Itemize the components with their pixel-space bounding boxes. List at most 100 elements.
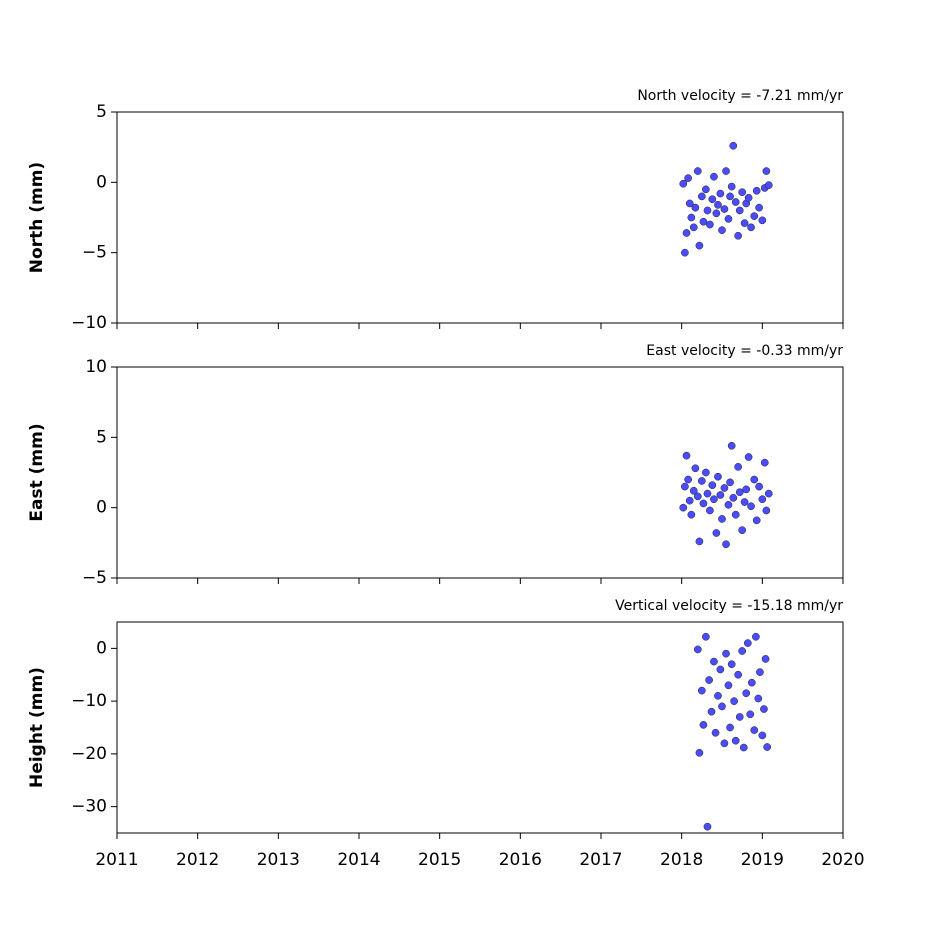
y-tick-label: −5 xyxy=(82,568,107,588)
data-point xyxy=(752,516,761,525)
data-point xyxy=(742,689,751,698)
data-point xyxy=(764,181,773,189)
data-point xyxy=(718,226,726,235)
x-tick-label: 2018 xyxy=(660,850,703,870)
y-tick-label: 5 xyxy=(96,102,107,122)
data-point xyxy=(708,481,717,490)
data-point xyxy=(724,681,733,690)
data-point xyxy=(752,186,761,195)
panel-title: Vertical velocity = -15.18 mm/yr xyxy=(615,598,843,614)
data-point xyxy=(734,463,742,471)
data-point xyxy=(697,477,706,485)
data-point xyxy=(703,822,712,831)
x-tick-label: 2015 xyxy=(418,850,461,870)
data-point xyxy=(716,189,725,198)
data-point xyxy=(731,736,740,745)
y-axis-label: East (mm) xyxy=(27,423,47,521)
x-tick-label: 2016 xyxy=(499,850,542,870)
data-point xyxy=(743,639,752,647)
data-point xyxy=(724,501,733,509)
data-point xyxy=(746,710,755,719)
data-point xyxy=(714,200,722,209)
y-tick-label: −30 xyxy=(71,797,107,817)
data-point xyxy=(708,195,717,204)
x-tick-label: 2020 xyxy=(821,850,864,870)
data-point xyxy=(679,179,688,188)
data-point xyxy=(752,632,760,641)
data-point xyxy=(758,495,767,504)
data-point xyxy=(712,209,721,218)
data-point xyxy=(740,498,749,506)
data-point xyxy=(740,219,749,227)
y-tick-label: 5 xyxy=(96,427,107,447)
data-point xyxy=(682,451,691,460)
data-point xyxy=(750,212,759,220)
data-point xyxy=(747,223,755,232)
data-point xyxy=(722,167,730,175)
data-point xyxy=(689,223,698,232)
x-tick-label: 2017 xyxy=(579,850,622,870)
data-point xyxy=(705,676,713,684)
data-point xyxy=(758,216,767,225)
data-point xyxy=(710,495,718,504)
data-point xyxy=(714,472,722,481)
data-point xyxy=(744,453,753,461)
data-point xyxy=(679,503,688,512)
data-point xyxy=(682,229,691,237)
data-point xyxy=(726,192,734,201)
data-point xyxy=(755,203,763,212)
data-point xyxy=(685,496,694,505)
data-point xyxy=(754,694,763,703)
data-point xyxy=(687,510,696,519)
data-point xyxy=(742,485,751,494)
data-point xyxy=(734,670,742,679)
data-point xyxy=(760,458,769,467)
data-point xyxy=(726,723,734,732)
data-point xyxy=(731,510,740,519)
data-point xyxy=(714,692,722,700)
plot-frame xyxy=(116,621,844,834)
data-point xyxy=(693,492,702,501)
data-point xyxy=(718,702,726,711)
data-point xyxy=(706,220,714,229)
y-tick-label: 0 xyxy=(96,172,107,192)
data-point xyxy=(689,486,698,495)
data-point xyxy=(720,484,729,492)
data-point xyxy=(727,182,736,191)
data-point xyxy=(762,167,771,175)
data-point xyxy=(703,489,712,498)
y-axis-label: North (mm) xyxy=(27,162,47,273)
data-point xyxy=(738,647,747,655)
data-point xyxy=(693,645,702,654)
data-point xyxy=(722,540,730,549)
y-tick-label: −10 xyxy=(71,313,107,333)
data-point xyxy=(710,172,718,181)
data-point xyxy=(744,193,753,202)
x-tick-label: 2011 xyxy=(95,850,138,870)
data-point xyxy=(702,632,710,641)
data-point xyxy=(729,493,738,502)
data-point xyxy=(734,231,742,240)
plot-frame xyxy=(116,111,844,324)
data-point xyxy=(707,707,716,716)
data-point xyxy=(687,213,696,222)
data-point xyxy=(762,506,771,515)
data-point xyxy=(764,489,773,498)
y-tick-label: 10 xyxy=(85,357,107,377)
data-point xyxy=(695,748,704,757)
data-point xyxy=(711,728,720,737)
data-point xyxy=(697,192,706,201)
x-tick-label: 2019 xyxy=(741,850,784,870)
data-point xyxy=(756,668,764,676)
data-point xyxy=(684,475,692,484)
data-point xyxy=(703,206,712,215)
data-point xyxy=(712,529,721,537)
y-axis-label: Height (mm) xyxy=(27,667,47,788)
data-point xyxy=(758,731,767,740)
data-point xyxy=(724,215,733,223)
x-tick-label: 2014 xyxy=(337,850,380,870)
y-tick-label: 0 xyxy=(96,498,107,518)
data-point xyxy=(738,188,747,197)
data-point xyxy=(739,743,748,752)
data-point xyxy=(681,248,689,257)
